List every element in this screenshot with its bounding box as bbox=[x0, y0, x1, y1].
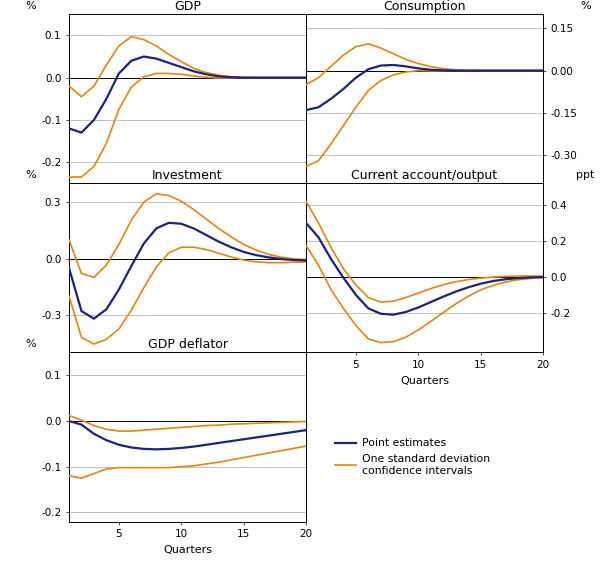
X-axis label: Quarters: Quarters bbox=[400, 376, 449, 386]
Title: Consumption: Consumption bbox=[383, 0, 466, 13]
Y-axis label: ppt: ppt bbox=[577, 170, 595, 180]
Y-axis label: %: % bbox=[580, 1, 591, 11]
Title: GDP deflator: GDP deflator bbox=[148, 338, 227, 351]
Y-axis label: %: % bbox=[26, 339, 37, 349]
Title: GDP: GDP bbox=[174, 0, 201, 13]
Title: Current account/output: Current account/output bbox=[352, 169, 497, 182]
Title: Investment: Investment bbox=[152, 169, 223, 182]
Y-axis label: %: % bbox=[26, 170, 37, 180]
Y-axis label: %: % bbox=[26, 1, 37, 11]
X-axis label: Quarters: Quarters bbox=[163, 545, 212, 555]
Legend: Point estimates, One standard deviation
confidence intervals: Point estimates, One standard deviation … bbox=[331, 434, 494, 480]
